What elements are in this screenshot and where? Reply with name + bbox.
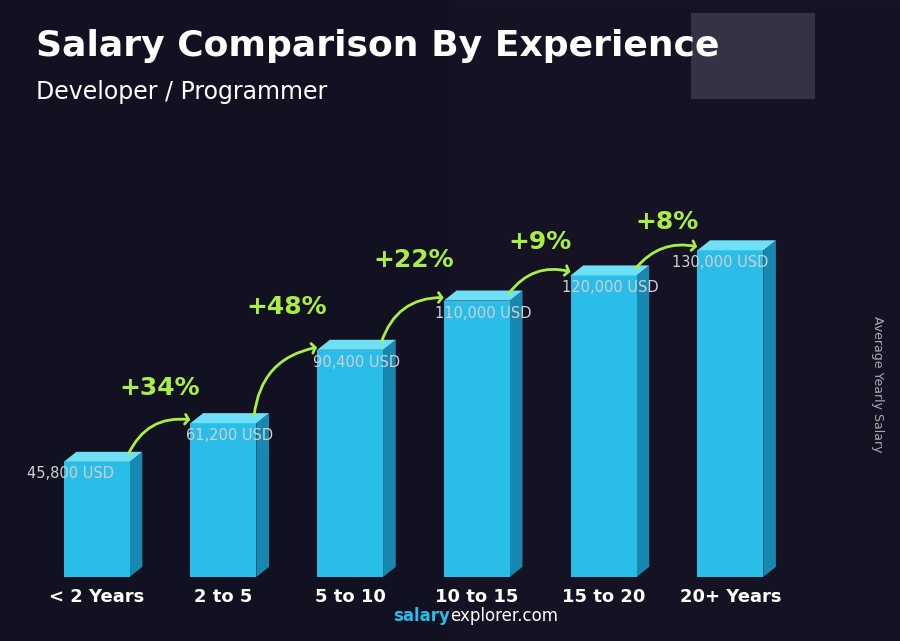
Text: Salary Comparison By Experience: Salary Comparison By Experience (36, 29, 719, 63)
Text: 110,000 USD: 110,000 USD (435, 306, 531, 320)
Polygon shape (256, 413, 269, 577)
Bar (702, 46, 806, 51)
Bar (702, 81, 806, 87)
Text: +22%: +22% (374, 247, 454, 272)
Bar (444, 301, 509, 577)
Bar (702, 63, 806, 69)
Polygon shape (763, 240, 776, 577)
Text: 61,200 USD: 61,200 USD (186, 428, 274, 443)
Text: Average Yearly Salary: Average Yearly Salary (871, 317, 884, 453)
Bar (450, 0, 900, 641)
Bar (702, 34, 806, 40)
Text: 120,000 USD: 120,000 USD (562, 281, 658, 296)
Text: 90,400 USD: 90,400 USD (313, 355, 400, 370)
Bar (702, 87, 806, 93)
Polygon shape (383, 340, 396, 577)
Bar (702, 16, 743, 51)
Bar (702, 58, 806, 63)
Polygon shape (509, 290, 523, 577)
Bar (64, 462, 130, 577)
Bar (702, 16, 806, 22)
Bar (702, 40, 806, 46)
Bar (702, 51, 806, 58)
Bar (702, 22, 806, 28)
Polygon shape (191, 413, 269, 423)
Text: +48%: +48% (247, 295, 327, 319)
Text: 45,800 USD: 45,800 USD (27, 465, 114, 481)
Bar (191, 423, 256, 577)
Text: +9%: +9% (508, 230, 572, 254)
Polygon shape (636, 265, 649, 577)
Polygon shape (444, 290, 523, 301)
Text: +8%: +8% (635, 210, 698, 235)
Text: +34%: +34% (120, 376, 201, 400)
FancyBboxPatch shape (685, 8, 822, 104)
Polygon shape (64, 452, 142, 462)
Bar (317, 350, 383, 577)
Polygon shape (317, 340, 396, 350)
Polygon shape (571, 265, 649, 276)
Polygon shape (698, 240, 776, 251)
Bar (702, 28, 806, 34)
Text: 130,000 USD: 130,000 USD (672, 255, 769, 271)
Text: Developer / Programmer: Developer / Programmer (36, 80, 328, 104)
Bar (571, 276, 636, 577)
Text: salary: salary (393, 607, 450, 625)
Polygon shape (130, 452, 142, 577)
Bar (702, 69, 806, 75)
Bar (702, 75, 806, 81)
Bar (698, 251, 763, 577)
Text: explorer.com: explorer.com (450, 607, 558, 625)
